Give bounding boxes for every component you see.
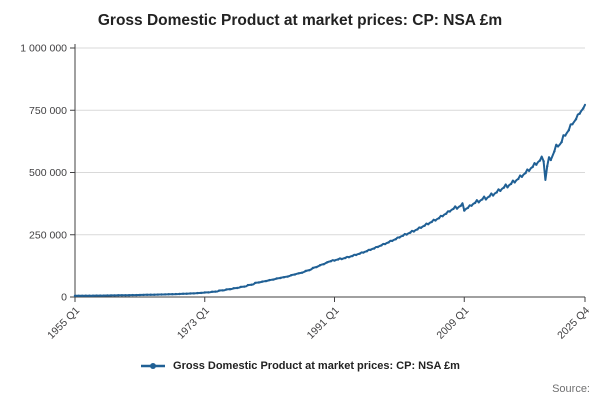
svg-text:750 000: 750 000 [29, 105, 67, 117]
svg-text:250 000: 250 000 [29, 229, 67, 241]
svg-text:1 000 000: 1 000 000 [20, 43, 67, 55]
svg-text:1955 Q1: 1955 Q1 [45, 305, 82, 342]
svg-text:1973 Q1: 1973 Q1 [175, 305, 212, 342]
legend: Gross Domestic Product at market prices:… [0, 360, 600, 372]
source-label: Source: [552, 383, 590, 395]
svg-text:1991 Q1: 1991 Q1 [305, 305, 342, 342]
svg-text:500 000: 500 000 [29, 167, 67, 179]
line-series-marker-icon [141, 363, 166, 369]
chart-title: Gross Domestic Product at market prices:… [97, 12, 503, 29]
svg-text:0: 0 [61, 292, 67, 304]
legend-label: Gross Domestic Product at market prices:… [173, 360, 460, 372]
svg-text:2025 Q4: 2025 Q4 [555, 305, 592, 342]
gdp-line-chart: 0 250 000 500 000 750 000 1 000 000 1955 Q1 19… [20, 43, 592, 342]
svg-text:2009 Q1: 2009 Q1 [434, 305, 471, 342]
